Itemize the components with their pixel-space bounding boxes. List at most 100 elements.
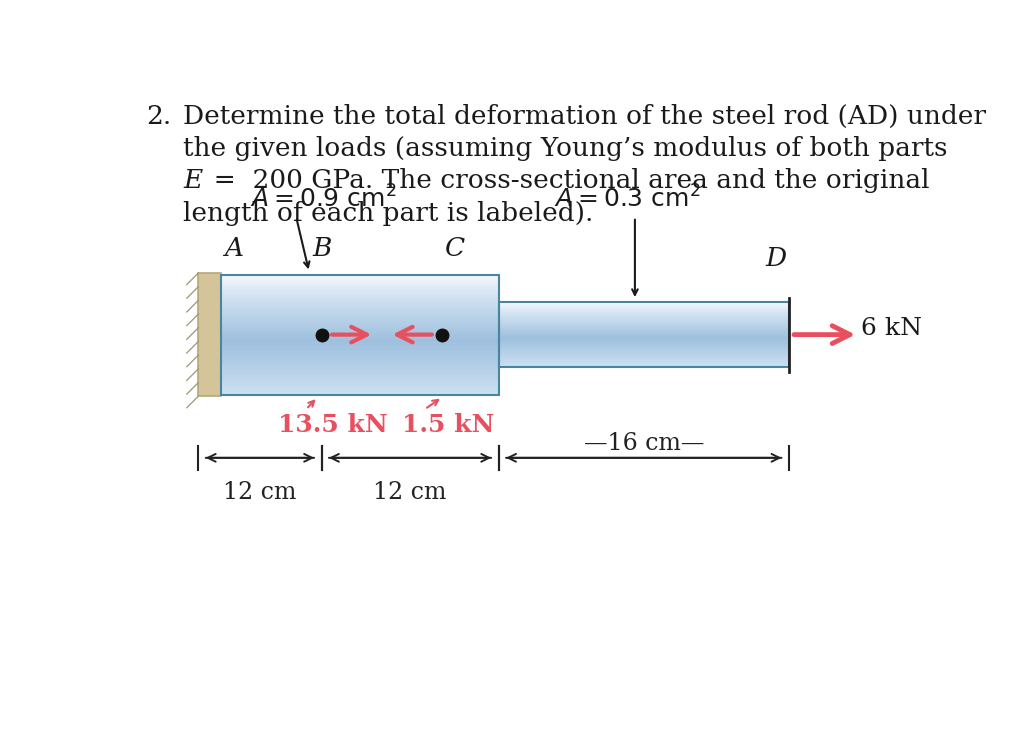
Bar: [221, 349, 499, 351]
Bar: [499, 304, 788, 305]
Bar: [221, 295, 499, 296]
Bar: [221, 292, 499, 294]
Bar: [499, 346, 788, 347]
Bar: [221, 378, 499, 381]
Bar: [221, 345, 499, 347]
Bar: [499, 325, 788, 326]
Text: Determine the total deformation of the steel rod (AD) under: Determine the total deformation of the s…: [183, 104, 986, 129]
Bar: [499, 327, 788, 328]
Bar: [221, 327, 499, 329]
Bar: [221, 295, 499, 298]
Bar: [499, 350, 788, 352]
Bar: [499, 364, 788, 366]
Bar: [221, 384, 499, 385]
Bar: [499, 350, 788, 351]
Bar: [221, 378, 499, 379]
Bar: [221, 275, 499, 278]
Bar: [221, 346, 499, 349]
Bar: [499, 331, 788, 333]
Bar: [499, 366, 788, 367]
Bar: [221, 370, 499, 373]
Bar: [221, 321, 499, 323]
Bar: [221, 275, 499, 276]
Text: =  200 GPa. The cross-sectional area and the original: = 200 GPa. The cross-sectional area and …: [197, 168, 930, 193]
Bar: [499, 364, 788, 365]
Text: 13.5 kN: 13.5 kN: [279, 413, 388, 437]
Bar: [221, 316, 499, 318]
Bar: [499, 311, 788, 313]
Bar: [221, 339, 499, 341]
Bar: [221, 329, 499, 331]
Bar: [499, 346, 788, 348]
Bar: [221, 311, 499, 313]
Bar: [499, 334, 788, 335]
Bar: [499, 321, 788, 322]
Bar: [221, 367, 499, 369]
Bar: [221, 344, 499, 346]
Bar: [221, 333, 499, 335]
Bar: [221, 285, 499, 287]
Bar: [221, 372, 499, 373]
Bar: [499, 361, 788, 363]
Bar: [221, 386, 499, 388]
Bar: [221, 387, 499, 389]
Bar: [221, 343, 499, 345]
Bar: [221, 380, 499, 381]
Text: C: C: [444, 236, 465, 261]
Text: E: E: [183, 168, 202, 193]
Bar: [221, 331, 499, 333]
Text: 12 cm: 12 cm: [223, 481, 297, 504]
Bar: [499, 339, 788, 340]
Bar: [499, 309, 788, 310]
Bar: [499, 360, 788, 361]
Bar: [221, 381, 499, 383]
Bar: [221, 319, 499, 321]
Bar: [499, 305, 788, 307]
Text: 6 kN: 6 kN: [860, 317, 922, 340]
Bar: [221, 366, 499, 367]
Bar: [221, 351, 499, 353]
Bar: [499, 354, 788, 355]
Bar: [499, 344, 788, 346]
Bar: [221, 358, 499, 361]
Bar: [499, 308, 788, 310]
Bar: [221, 368, 499, 370]
Bar: [221, 313, 499, 315]
Bar: [499, 349, 788, 351]
Text: 2.: 2.: [146, 104, 171, 129]
Text: $A = 0.3\ \mathrm{cm}^2$: $A = 0.3\ \mathrm{cm}^2$: [554, 186, 700, 213]
Bar: [221, 281, 499, 283]
Bar: [221, 392, 499, 394]
Bar: [221, 301, 499, 304]
Bar: [499, 358, 788, 360]
Bar: [221, 279, 499, 281]
Bar: [221, 278, 499, 280]
Bar: [499, 340, 788, 342]
Bar: [221, 275, 499, 395]
Bar: [499, 314, 788, 316]
Bar: [499, 360, 788, 361]
Bar: [221, 307, 499, 309]
Bar: [499, 364, 788, 366]
Bar: [499, 355, 788, 356]
Bar: [221, 374, 499, 375]
Bar: [499, 303, 788, 304]
Bar: [499, 322, 788, 323]
Bar: [221, 289, 499, 290]
Bar: [499, 307, 788, 308]
Bar: [499, 312, 788, 313]
Bar: [221, 326, 499, 328]
Bar: [221, 354, 499, 355]
Bar: [499, 306, 788, 307]
Bar: [499, 340, 788, 341]
Bar: [221, 322, 499, 324]
Bar: [221, 356, 499, 358]
Bar: [499, 337, 788, 338]
Bar: [221, 338, 499, 340]
Bar: [221, 357, 499, 359]
Bar: [499, 335, 788, 337]
Bar: [499, 341, 788, 343]
Bar: [221, 320, 499, 322]
Bar: [221, 301, 499, 303]
Text: $A = 0.9\ \mathrm{cm}^2$: $A = 0.9\ \mathrm{cm}^2$: [250, 186, 396, 213]
